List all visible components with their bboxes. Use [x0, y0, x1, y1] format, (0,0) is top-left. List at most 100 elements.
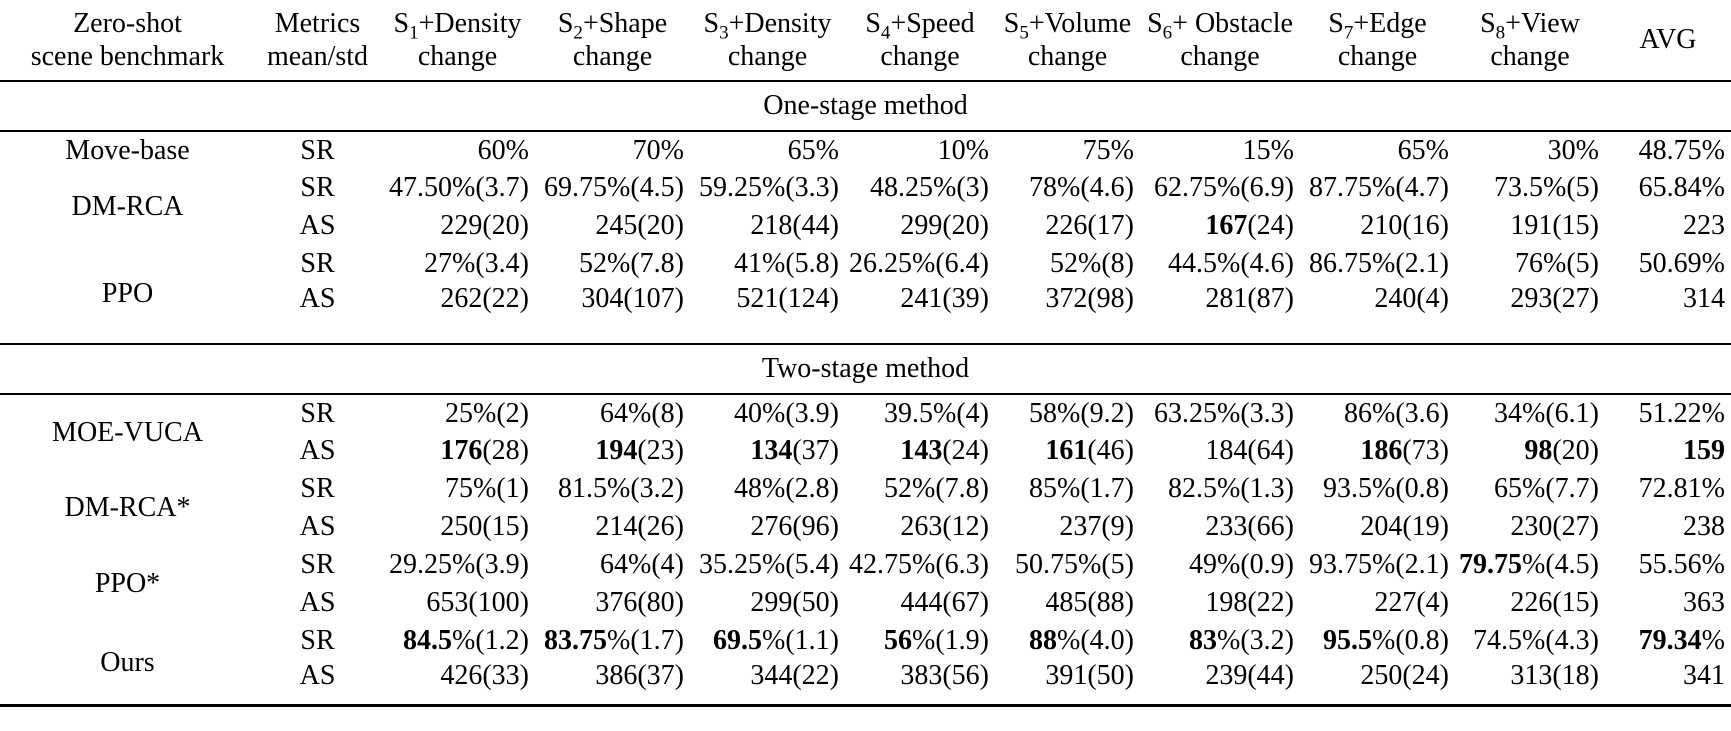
metric-cell: SR [300, 172, 335, 203]
value-cell: 250(24) [1360, 660, 1449, 691]
table-row: AS 653(100) 376(80) 299(50) 444(67) 485(88) 19… [0, 584, 1731, 622]
value-cell: 263(12) [900, 511, 989, 542]
value-cell: 87.75%(4.7) [1309, 172, 1449, 203]
value-cell: 81.5%(3.2) [558, 473, 684, 504]
table-row: AS 229(20) 245(20) 218(44) 299(20) 226(17) 167… [0, 207, 1731, 245]
value-cell: 276(96) [750, 511, 839, 542]
value-cell: 82.5%(1.3) [1168, 473, 1294, 504]
value-cell: 39.5%(4) [884, 397, 989, 429]
value-cell: 84.5%(1.2) [403, 625, 529, 656]
value-cell: 444(67) [900, 587, 989, 618]
value-cell: 51.22% [1638, 397, 1725, 429]
value-cell: 239(44) [1205, 660, 1294, 691]
value-cell: 241(39) [900, 283, 989, 314]
value-cell: 50.75%(5) [1015, 549, 1134, 580]
value-cell: 95.5%(0.8) [1323, 625, 1449, 656]
value-cell: 48%(2.8) [734, 473, 839, 504]
col-header-scenario-8: S8+View change [1480, 7, 1580, 72]
metric-cell: AS [299, 511, 336, 542]
section-row: Two-stage method [0, 343, 1731, 395]
table-row: PPO SR 27%(3.4) 52%(7.8) 41%(5.8) 26.25%(6.4)… [0, 245, 1731, 309]
value-cell: 70% [632, 134, 684, 166]
value-cell: 238 [1683, 511, 1725, 542]
value-cell: 29.25%(3.9) [389, 549, 529, 580]
value-cell: 72.81% [1638, 473, 1725, 504]
col-header-scenario-5: S5+Volume change [1003, 7, 1132, 72]
value-cell: 40%(3.9) [734, 397, 839, 429]
value-cell: 64%(8) [600, 397, 684, 429]
value-cell: 214(26) [595, 511, 684, 542]
value-cell: 204(19) [1360, 511, 1449, 542]
value-cell: 69.5%(1.1) [713, 625, 839, 656]
table-row: DM-RCA SR 47.50%(3.7) 69.75%(4.5) 59.25%(3.3… [0, 169, 1731, 222]
value-cell: 230(27) [1510, 511, 1599, 542]
method-name-cell: PPO [101, 278, 154, 309]
value-cell: 262(22) [440, 283, 529, 314]
value-cell: 64%(4) [600, 549, 684, 580]
value-cell: 485(88) [1045, 587, 1134, 618]
value-cell: 52%(8) [1050, 248, 1134, 279]
value-cell: 376(80) [595, 587, 684, 618]
value-cell: 52%(7.8) [579, 248, 684, 279]
col-header-scenario-2: S2+Shape change [557, 7, 668, 72]
value-cell: 27%(3.4) [424, 248, 529, 279]
section-title: One-stage method [0, 80, 1731, 132]
value-cell: 75% [1082, 134, 1134, 166]
value-cell: 184(64) [1205, 435, 1294, 466]
value-cell: 62.75%(6.9) [1154, 172, 1294, 203]
value-cell: 299(20) [900, 210, 989, 241]
table-row: PPO* SR 29.25%(3.9) 64%(4) 35.25%(5.4) 42.75%… [0, 546, 1731, 599]
table-row: MOE-VUCA SR 25%(2) 64%(8) 40%(3.9) 39.5%(4) 58… [0, 394, 1731, 448]
value-cell: 250(15) [440, 511, 529, 542]
value-cell: 49%(0.9) [1189, 549, 1294, 580]
method-name-cell: PPO* [94, 568, 161, 599]
value-cell: 143(24) [900, 435, 989, 466]
value-cell: 226(15) [1510, 587, 1599, 618]
value-cell: 226(17) [1045, 210, 1134, 241]
value-cell: 161(46) [1045, 435, 1134, 466]
col-header-scenario-4: S4+Speed change [865, 7, 975, 72]
table-body: One-stage method Move-base SR 60% 70% 65% 10% 7… [0, 80, 1731, 706]
value-cell: 281(87) [1205, 283, 1294, 314]
value-cell: 55.56% [1638, 549, 1725, 580]
metric-cell: AS [299, 660, 336, 691]
value-cell: 60% [477, 134, 529, 166]
metric-cell: AS [299, 283, 336, 314]
value-cell: 93.5%(0.8) [1323, 473, 1449, 504]
value-cell: 85%(1.7) [1029, 473, 1134, 504]
value-cell: 44.5%(4.6) [1168, 248, 1294, 279]
value-cell: 88%(4.0) [1029, 625, 1134, 656]
value-cell: 86%(3.6) [1344, 397, 1449, 429]
value-cell: 65.84% [1638, 172, 1725, 203]
value-cell: 30% [1547, 134, 1599, 166]
value-cell: 98(20) [1524, 435, 1599, 466]
value-cell: 218(44) [750, 210, 839, 241]
value-cell: 47.50%(3.7) [389, 172, 529, 203]
value-cell: 229(20) [440, 210, 529, 241]
col-header-scenario-3: S3+Density change [703, 7, 832, 72]
table-row: Move-base SR 60% 70% 65% 10% 75% 15% 65% 30% 48.75… [0, 131, 1731, 169]
value-cell: 167(24) [1205, 210, 1294, 241]
value-cell: 76%(5) [1515, 248, 1599, 279]
value-cell: 304(107) [581, 283, 684, 314]
results-table: Zero-shot scene benchmark Metrics mean/std S… [0, 0, 1731, 707]
value-cell: 341 [1683, 660, 1725, 691]
value-cell: 198(22) [1205, 587, 1294, 618]
col-header-avg: AVG [1639, 24, 1697, 56]
value-cell: 210(16) [1360, 210, 1449, 241]
value-cell: 48.75% [1638, 134, 1725, 166]
value-cell: 194(23) [595, 435, 684, 466]
value-cell: 50.69% [1638, 248, 1725, 279]
value-cell: 58%(9.2) [1029, 397, 1134, 429]
value-cell: 299(50) [750, 587, 839, 618]
method-name-cell: DM-RCA [71, 191, 184, 222]
col-header-metrics: Metrics mean/std [266, 7, 369, 72]
value-cell: 74.5%(4.3) [1473, 625, 1599, 656]
metric-cell: SR [300, 549, 335, 580]
value-cell: 293(27) [1510, 283, 1599, 314]
col-header-scenario-1: S1+Density change [393, 7, 522, 72]
table-header: Zero-shot scene benchmark Metrics mean/std S… [0, 0, 1731, 81]
table-row: AS 250(15) 214(26) 276(96) 263(12) 237(9) 233(… [0, 508, 1731, 546]
metric-cell: SR [300, 248, 335, 279]
value-cell: 65% [787, 134, 839, 166]
